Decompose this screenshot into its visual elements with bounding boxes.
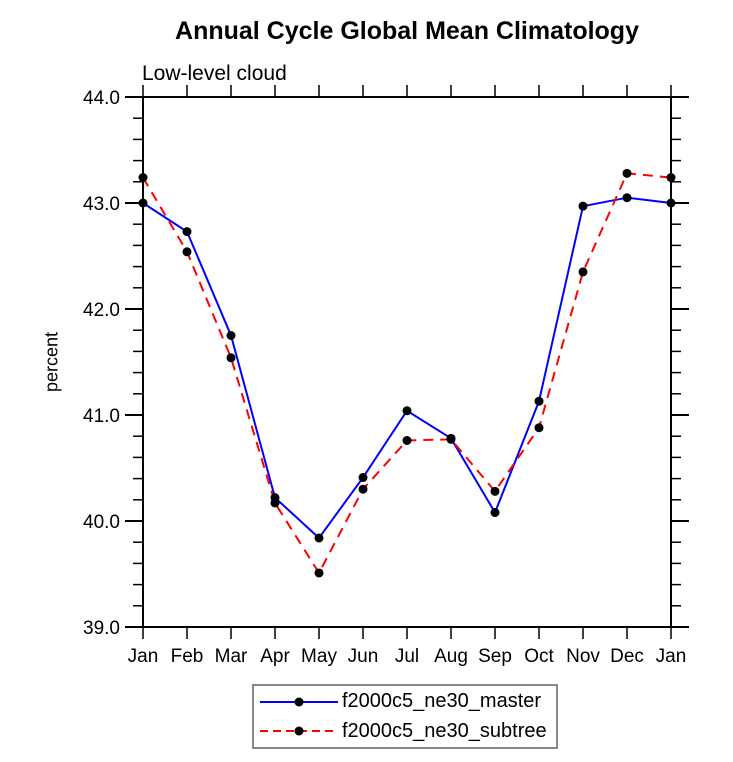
data-point-marker [534,396,544,406]
x-tick-label: Apr [260,646,290,667]
x-tick-label: Sep [478,646,512,667]
data-point-marker [138,173,148,183]
series-line-1 [142,172,672,575]
chart-subtitle: Low-level cloud [142,62,287,85]
legend-swatch-subtree [260,726,338,736]
legend-label-master: f2000c5_ne30_master [342,690,542,713]
legend-label-subtree: f2000c5_ne30_subtree [342,719,547,742]
series-line-0 [142,196,672,540]
plot-frame [142,96,672,628]
data-point-marker [622,168,632,178]
x-tick-label: Oct [524,646,554,667]
data-point-marker [402,406,412,416]
data-point-marker [534,423,544,433]
y-tick-label: 43.0 [83,194,120,215]
data-point-marker [446,434,456,444]
data-point-marker [578,201,588,211]
y-tick-label: 40.0 [83,512,120,533]
data-point-marker [358,473,368,483]
data-point-marker [270,498,280,508]
chart-title: Annual Cycle Global Mean Climatology [175,17,639,45]
x-tick-label: Dec [610,646,644,667]
x-tick-label: Nov [566,646,600,667]
data-point-marker [666,173,676,183]
data-point-marker [578,267,588,277]
x-tick-label: Aug [434,646,468,667]
data-point-marker [182,227,192,237]
x-tick-label: Jul [395,646,419,667]
legend-marker-icon [294,726,304,736]
data-point-marker [226,353,236,363]
legend-marker-icon [294,697,304,707]
legend-swatch-master [260,697,338,707]
data-point-marker [314,568,324,578]
data-point-marker [226,331,236,340]
x-tick-label: Mar [215,646,248,667]
data-point-marker [402,435,412,445]
y-tick-label: 41.0 [83,406,120,427]
data-point-marker [314,533,324,543]
legend: f2000c5_ne30_master f2000c5_ne30_subtree [252,684,558,749]
x-tick-label: Jun [348,646,379,667]
x-tick-label: Jan [656,646,687,667]
data-point-marker [358,484,368,494]
data-point-marker [182,247,192,257]
x-tick-label: Feb [171,646,204,667]
x-tick-label: May [301,646,337,667]
data-point-marker [490,486,500,496]
y-tick-label: 44.0 [83,88,120,109]
y-tick-label: 42.0 [83,300,120,321]
data-point-marker [666,198,676,208]
data-point-marker [490,508,500,518]
legend-row-master: f2000c5_ne30_master [258,687,556,717]
data-point-marker [622,193,632,203]
data-point-marker [138,198,148,208]
y-tick-label: 39.0 [83,618,120,639]
x-tick-label: Jan [128,646,159,667]
legend-row-subtree: f2000c5_ne30_subtree [258,717,556,747]
